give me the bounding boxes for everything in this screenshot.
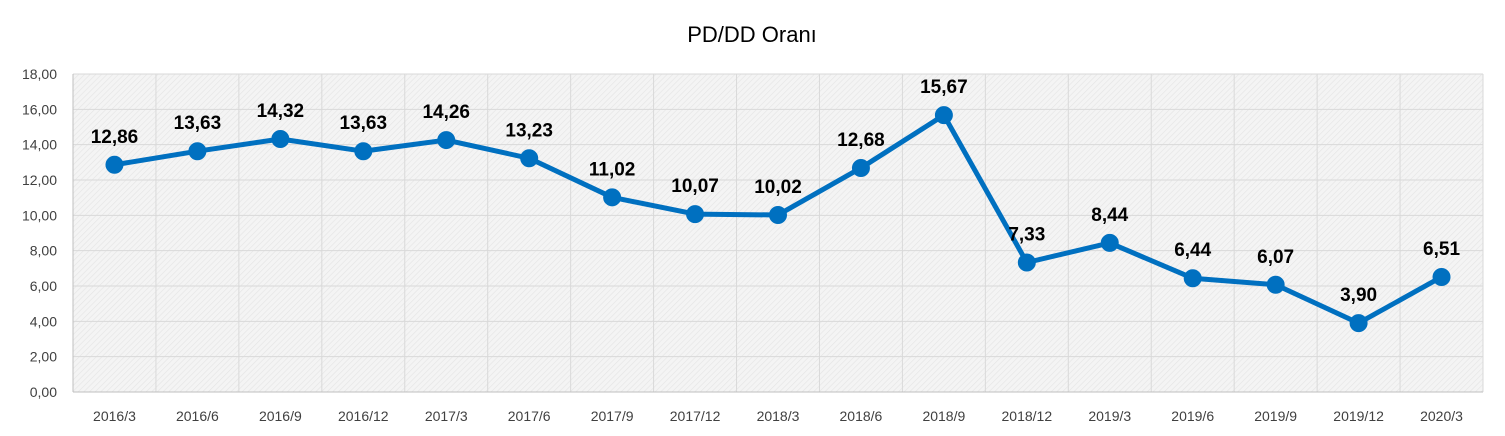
data-label: 15,67	[920, 77, 968, 98]
x-tick-label: 2017/9	[591, 408, 634, 424]
data-label: 12,68	[837, 130, 885, 151]
y-tick-label: 14,00	[22, 137, 57, 153]
data-label: 10,07	[671, 176, 719, 197]
y-tick-label: 0,00	[30, 384, 57, 400]
data-point	[1266, 275, 1285, 294]
data-label: 10,02	[754, 177, 802, 198]
data-label: 13,63	[174, 113, 222, 134]
y-tick-label: 18,00	[22, 66, 57, 82]
x-tick-label: 2017/3	[425, 408, 468, 424]
data-point	[1017, 253, 1036, 272]
data-point	[1100, 233, 1119, 252]
x-tick-label: 2018/3	[757, 408, 800, 424]
y-tick-label: 16,00	[22, 101, 57, 117]
x-tick-label: 2019/9	[1254, 408, 1297, 424]
x-tick-label: 2016/9	[259, 408, 302, 424]
x-tick-label: 2016/6	[176, 408, 219, 424]
y-tick-label: 12,00	[22, 172, 57, 188]
data-point	[603, 188, 622, 207]
data-label: 14,26	[422, 102, 470, 123]
data-label: 13,63	[340, 113, 388, 134]
x-tick-label: 2019/6	[1171, 408, 1214, 424]
x-tick-label: 2020/3	[1420, 408, 1463, 424]
x-tick-label: 2018/9	[922, 408, 965, 424]
data-point	[1432, 267, 1451, 286]
data-label: 12,86	[91, 127, 139, 148]
data-point	[354, 142, 373, 161]
plot-area	[73, 74, 1483, 392]
data-point	[851, 158, 870, 177]
data-label: 6,51	[1423, 239, 1460, 260]
x-tick-label: 2016/3	[93, 408, 136, 424]
y-tick-label: 6,00	[30, 278, 57, 294]
x-tick-label: 2019/3	[1088, 408, 1131, 424]
data-point	[1349, 314, 1368, 333]
x-tick-label: 2019/12	[1333, 408, 1384, 424]
y-tick-label: 4,00	[30, 313, 57, 329]
y-axis-ticks: 0,00 2,00 4,00 6,00 8,00 10,00 12,00 14,00 16,00…	[22, 66, 57, 400]
x-tick-label: 2017/12	[670, 408, 721, 424]
x-tick-label: 2018/12	[1002, 408, 1053, 424]
data-point	[520, 149, 539, 168]
data-label: 3,90	[1340, 285, 1377, 306]
data-label: 6,44	[1174, 240, 1211, 261]
data-label: 14,32	[257, 101, 305, 122]
data-point	[1183, 269, 1202, 288]
data-label: 6,07	[1257, 247, 1294, 268]
x-tick-label: 2016/12	[338, 408, 389, 424]
data-points	[105, 106, 1451, 333]
data-labels: 12,86 13,63 14,32 13,63 14,26 13,23 11,02 10,07…	[91, 77, 1461, 306]
data-label: 7,33	[1008, 225, 1045, 246]
data-label: 13,23	[505, 120, 553, 141]
data-point	[934, 106, 953, 125]
axes	[72, 74, 1483, 393]
y-tick-label: 2,00	[30, 349, 57, 365]
data-label: 11,02	[589, 159, 636, 180]
data-label: 8,44	[1091, 205, 1128, 226]
y-tick-label: 8,00	[30, 243, 57, 259]
data-point	[437, 131, 456, 150]
x-tick-label: 2018/6	[840, 408, 883, 424]
y-tick-label: 10,00	[22, 207, 57, 223]
x-tick-label: 2017/6	[508, 408, 551, 424]
data-point	[686, 205, 705, 224]
data-point	[769, 205, 787, 224]
chart-title: PD/DD Oranı	[687, 22, 817, 47]
data-point	[188, 142, 207, 161]
data-point	[105, 155, 124, 174]
data-point	[271, 130, 290, 149]
x-axis-ticks: 2016/3 2016/6 2016/9 2016/12 2017/3 2017/6 201…	[93, 408, 1463, 424]
